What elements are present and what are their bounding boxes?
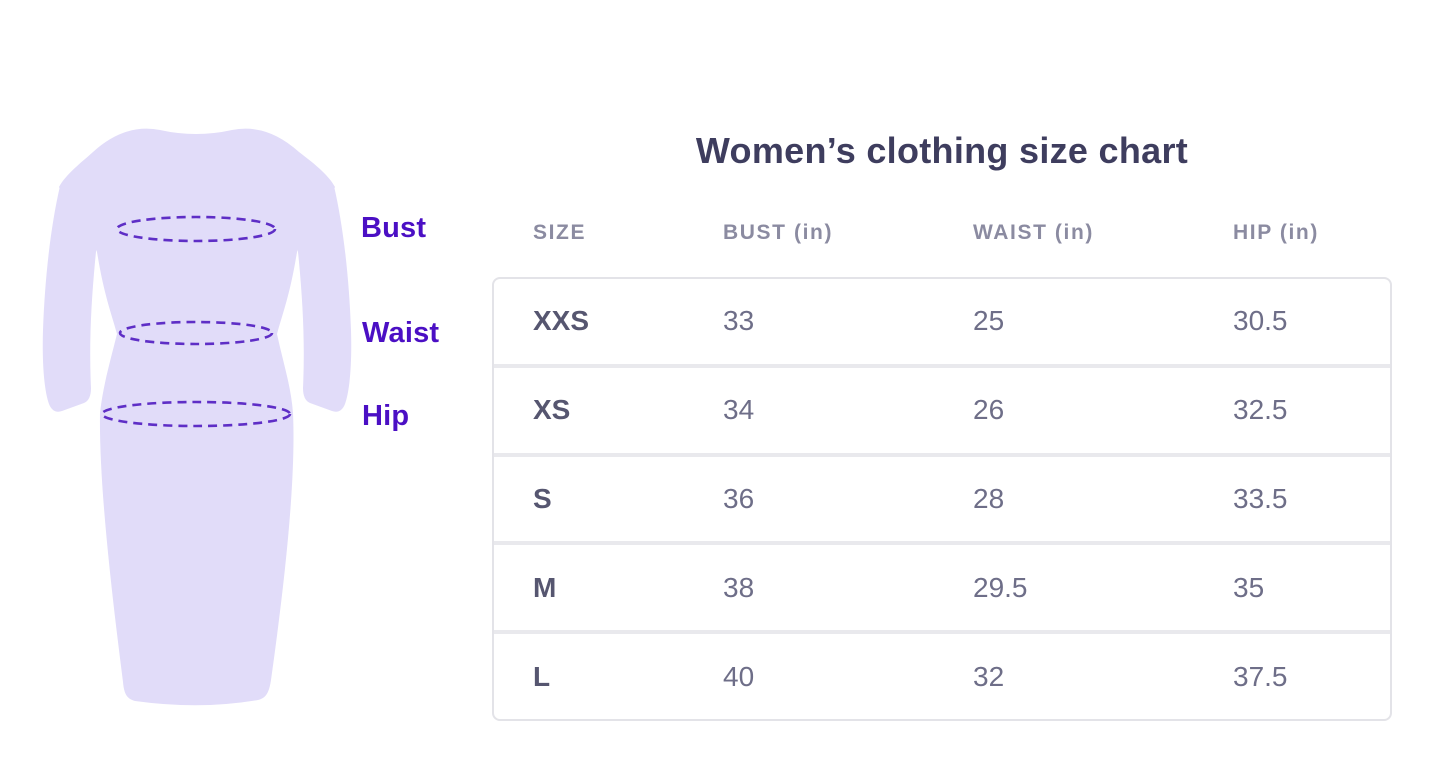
column-header-size: SIZE <box>533 221 587 244</box>
row-divider <box>494 452 1390 457</box>
table-row: S 36 28 33.5 <box>494 457 1390 542</box>
bust-measurement-line <box>115 215 277 243</box>
table-row: XXS 33 25 30.5 <box>494 279 1390 364</box>
table-row: XS 34 26 32.5 <box>494 368 1390 453</box>
column-header-hip: HIP (in) <box>1233 221 1319 244</box>
size-table: XXS 33 25 30.5 XS 34 26 32.5 S 36 28 33.… <box>492 277 1392 721</box>
hip-cell: 30.5 <box>1233 305 1288 337</box>
row-divider <box>494 363 1390 368</box>
size-cell: M <box>533 571 557 603</box>
waist-cell: 26 <box>973 394 1005 426</box>
table-row: M 38 29.5 35 <box>494 545 1390 630</box>
bust-label: Bust <box>361 212 427 244</box>
row-divider <box>494 630 1390 635</box>
bust-cell: 38 <box>723 571 755 603</box>
table-row: L 40 32 37.5 <box>494 634 1390 719</box>
waist-cell: 32 <box>973 660 1005 692</box>
size-cell: XXS <box>533 305 590 337</box>
page-title: Women’s clothing size chart <box>695 130 1189 172</box>
waist-cell: 25 <box>973 305 1005 337</box>
waist-cell: 28 <box>973 482 1005 514</box>
bust-cell: 36 <box>723 482 755 514</box>
size-cell: XS <box>533 394 571 426</box>
hip-cell: 35 <box>1233 571 1265 603</box>
hip-label: Hip <box>362 400 410 432</box>
bust-cell: 40 <box>723 660 755 692</box>
dress-right-sleeve-shape <box>289 186 352 412</box>
hip-measurement-line <box>100 400 292 428</box>
dress-measurement-figure <box>42 128 352 706</box>
table-header-row: SIZE BUST (in) WAIST (in) HIP (in) <box>492 218 1392 248</box>
dress-left-sleeve-shape <box>42 186 105 412</box>
waist-measurement-line <box>118 320 274 346</box>
waist-cell: 29.5 <box>973 571 1028 603</box>
column-header-bust: BUST (in) <box>723 221 834 244</box>
waist-label: Waist <box>362 317 440 349</box>
column-header-waist: WAIST (in) <box>973 221 1094 244</box>
hip-cell: 33.5 <box>1233 482 1288 514</box>
dress-torso-shape <box>59 128 335 706</box>
hip-cell: 32.5 <box>1233 394 1288 426</box>
row-divider <box>494 541 1390 546</box>
size-cell: S <box>533 482 552 514</box>
hip-cell: 37.5 <box>1233 660 1288 692</box>
size-cell: L <box>533 660 551 692</box>
bust-cell: 33 <box>723 305 755 337</box>
bust-cell: 34 <box>723 394 755 426</box>
